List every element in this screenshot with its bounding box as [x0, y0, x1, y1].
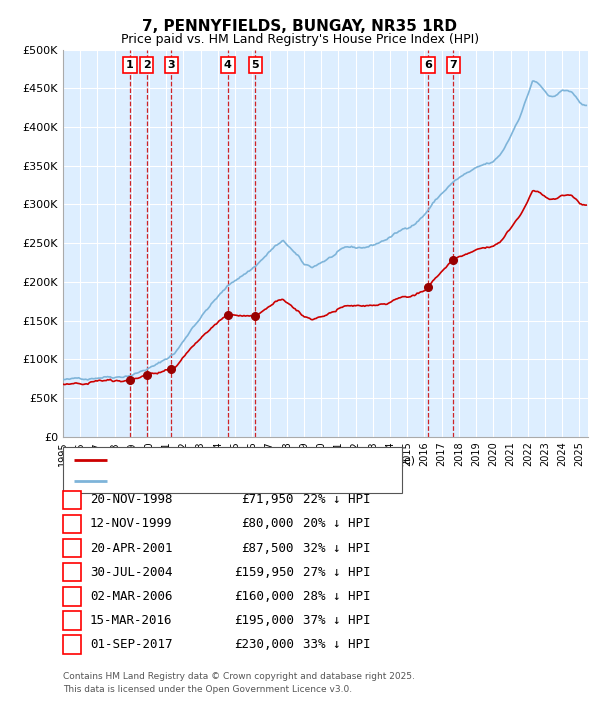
Text: 7, PENNYFIELDS, BUNGAY, NR35 1RD: 7, PENNYFIELDS, BUNGAY, NR35 1RD [143, 19, 458, 34]
Text: 12-NOV-1999: 12-NOV-1999 [90, 518, 173, 530]
Text: 5: 5 [251, 60, 259, 70]
Text: 22% ↓ HPI: 22% ↓ HPI [303, 493, 371, 506]
Text: 33% ↓ HPI: 33% ↓ HPI [303, 638, 371, 651]
Text: Price paid vs. HM Land Registry's House Price Index (HPI): Price paid vs. HM Land Registry's House … [121, 33, 479, 46]
Text: 01-SEP-2017: 01-SEP-2017 [90, 638, 173, 651]
Text: 5: 5 [68, 590, 76, 603]
Text: £87,500: £87,500 [241, 542, 294, 555]
Text: 3: 3 [68, 542, 76, 555]
Text: 02-MAR-2006: 02-MAR-2006 [90, 590, 173, 603]
Text: 37% ↓ HPI: 37% ↓ HPI [303, 614, 371, 627]
Text: £71,950: £71,950 [241, 493, 294, 506]
Text: 30-JUL-2004: 30-JUL-2004 [90, 566, 173, 579]
Text: 32% ↓ HPI: 32% ↓ HPI [303, 542, 371, 555]
Text: 7: 7 [449, 60, 457, 70]
Text: 6: 6 [68, 614, 76, 627]
Text: 7: 7 [68, 638, 76, 651]
Text: 2: 2 [68, 518, 76, 530]
Text: 28% ↓ HPI: 28% ↓ HPI [303, 590, 371, 603]
Text: 20-NOV-1998: 20-NOV-1998 [90, 493, 173, 506]
Text: Contains HM Land Registry data © Crown copyright and database right 2025.: Contains HM Land Registry data © Crown c… [63, 672, 415, 682]
Text: HPI: Average price, detached house, East Suffolk: HPI: Average price, detached house, East… [112, 476, 379, 486]
Text: 4: 4 [68, 566, 76, 579]
Text: 27% ↓ HPI: 27% ↓ HPI [303, 566, 371, 579]
Text: 1: 1 [126, 60, 134, 70]
Text: 3: 3 [167, 60, 175, 70]
Text: 4: 4 [224, 60, 232, 70]
Text: 7, PENNYFIELDS, BUNGAY, NR35 1RD (detached house): 7, PENNYFIELDS, BUNGAY, NR35 1RD (detach… [112, 455, 415, 466]
Text: 6: 6 [424, 60, 432, 70]
Text: £195,000: £195,000 [234, 614, 294, 627]
Text: £160,000: £160,000 [234, 590, 294, 603]
Text: 20-APR-2001: 20-APR-2001 [90, 542, 173, 555]
Text: This data is licensed under the Open Government Licence v3.0.: This data is licensed under the Open Gov… [63, 685, 352, 694]
Text: £80,000: £80,000 [241, 518, 294, 530]
Text: 1: 1 [68, 493, 76, 506]
Text: £159,950: £159,950 [234, 566, 294, 579]
Text: 20% ↓ HPI: 20% ↓ HPI [303, 518, 371, 530]
Text: £230,000: £230,000 [234, 638, 294, 651]
Text: 15-MAR-2016: 15-MAR-2016 [90, 614, 173, 627]
Text: 2: 2 [143, 60, 151, 70]
